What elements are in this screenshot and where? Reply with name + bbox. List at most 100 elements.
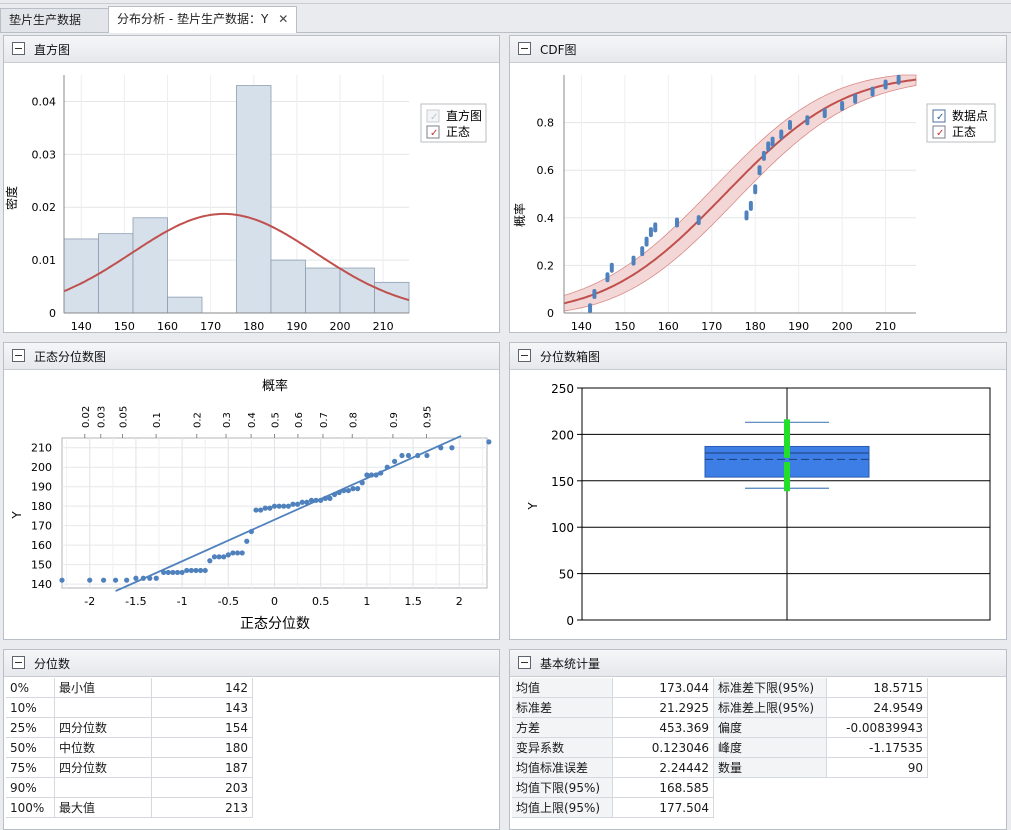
histogram-x-tick-label: 170 [200,320,221,332]
stat-value: 0.123046 [612,737,714,758]
nq-data-point [290,501,296,507]
nq-data-point [285,503,291,509]
stat-row: 均值下限(95%) 168.585 [512,777,714,798]
legend-checkbox-points[interactable] [932,109,946,123]
histogram-y-tick-label: 0.04 [32,95,57,108]
nq-data-point [230,550,236,556]
stat-row: 标准差上限(95%) 24.9549 [714,697,928,718]
stat-value: 21.2925 [612,697,714,718]
nq-data-point [258,507,264,513]
stat-label: 均值 [512,678,613,698]
histogram-chart: 密度 Y 00.010.020.030.04140150160170180190… [4,75,487,359]
quantile-value: 187 [151,757,253,778]
nq-data-point [202,567,208,574]
stat-row: 标准差 21.2925 [512,697,714,718]
nq-data-point [399,452,405,459]
cdf-data-point [653,222,658,233]
stat-label: 峰度 [714,737,827,758]
nq-data-point [384,464,390,470]
cdf-x-tick-label: 200 [832,320,853,332]
collapse-icon[interactable] [518,42,531,55]
histogram-bar [236,85,272,314]
collapse-icon[interactable] [12,42,25,55]
legend-checkbox-normal-cdf[interactable] [932,125,946,139]
stat-value: -1.17535 [826,737,928,758]
boxplot-data-point [784,462,790,469]
quantile-percent: 100% [6,797,55,818]
histogram-bar [270,259,306,314]
quantile-label: 中位数 [54,737,152,758]
histogram-y-tick-label: 0.01 [32,254,57,267]
nq-data-point [304,499,310,505]
svg-text:✓: ✓ [936,128,944,139]
tab-distribution-analysis[interactable]: 分布分析 - 垫片生产数据：Y ✕ [108,6,298,33]
boxplot-panel-title: 分位数箱图 [540,350,601,364]
cdf-data-point [766,141,771,152]
nq-prob-tick-label: 0.1 [152,412,163,428]
probability-axis-label: 概率 [262,378,288,394]
boxplot-data-point [784,472,790,479]
cdf-y-tick-label: 0.2 [537,259,555,272]
nq-data-point [179,569,185,576]
cdf-y-axis-label: 概率 [512,203,527,227]
boxplot-y-axis-label: Y [526,502,540,511]
nq-y-tick-label: 190 [31,481,52,494]
nq-prob-tick-label: 0.4 [247,412,258,428]
nq-x-tick-label: -1 [177,595,188,608]
histogram-x-tick-label: 160 [157,320,178,332]
boxplot-panel-header: 分位数箱图 [510,343,1006,370]
stat-row: 均值 173.044 [512,678,714,698]
nq-prob-tick-label: 0.5 [271,412,282,428]
quantile-row: 100% 最大值 213 [6,797,253,818]
quantiles-panel-header: 分位数 [4,650,499,677]
nq-prob-tick-label: 0.6 [294,412,305,428]
legend-checkbox-histogram[interactable] [426,109,440,123]
nq-y-tick-label: 150 [31,559,52,572]
stat-value: 168.585 [612,777,714,798]
collapse-icon[interactable] [518,349,531,362]
nq-prob-tick-label: 0.95 [422,406,433,428]
cdf-data-point [779,129,784,140]
collapse-icon[interactable] [12,349,25,362]
tab-data-table-label: 垫片生产数据 [9,13,82,27]
cdf-x-tick-label: 190 [788,320,809,332]
nq-prob-tick-label: 0.3 [222,412,233,428]
quantile-percent: 90% [6,777,55,798]
cdf-data-point [896,74,901,85]
svg-text:✓: ✓ [430,128,438,139]
stat-value: 177.504 [612,797,714,818]
legend-checkbox-normal[interactable] [426,125,440,139]
quantile-value: 154 [151,717,253,738]
cdf-data-point [753,184,758,195]
cdf-data-point [631,255,636,266]
collapse-icon[interactable] [12,656,25,669]
cdf-data-point [592,288,597,299]
nq-data-point [345,487,352,494]
boxplot-data-point [784,435,790,442]
nq-data-point [294,501,301,507]
boxplot-data-point [784,466,790,473]
quantiles-panel-title: 分位数 [34,657,71,671]
cdf-data-point [840,100,845,111]
collapse-icon[interactable] [518,656,531,669]
basic-stats-panel: 基本统计量 均值 173.044 标准差 21.2925 方差 453.369 变异系数 0.… [509,649,1007,830]
cdf-y-tick-label: 0.8 [537,117,555,130]
cdf-data-point [870,86,875,97]
tab-data-table[interactable]: 垫片生产数据 [0,8,110,32]
boxplot-y-tick-label: 50 [559,568,574,582]
histogram-x-tick-label: 140 [71,320,92,332]
quantile-label [54,777,152,798]
nq-data-point [184,567,190,574]
nq-data-point [221,554,227,560]
nq-data-point [244,538,250,544]
nq-data-point [405,452,412,459]
boxplot-y-tick-label: 200 [551,428,574,442]
close-icon[interactable]: ✕ [278,12,289,26]
histogram-body: 密度 Y 00.010.020.030.04140150160170180190… [4,63,499,359]
cdf-chart: 概率 Y 00.20.40.60.81401501601701801902002… [512,74,996,359]
cdf-panel: CDF图 概率 Y 00.20.40.60.814015016017018019… [509,35,1007,359]
boxplot-y-tick-label: 250 [551,382,574,396]
nq-x-tick-label: -1.5 [125,595,146,608]
nq-data-point [336,489,342,496]
